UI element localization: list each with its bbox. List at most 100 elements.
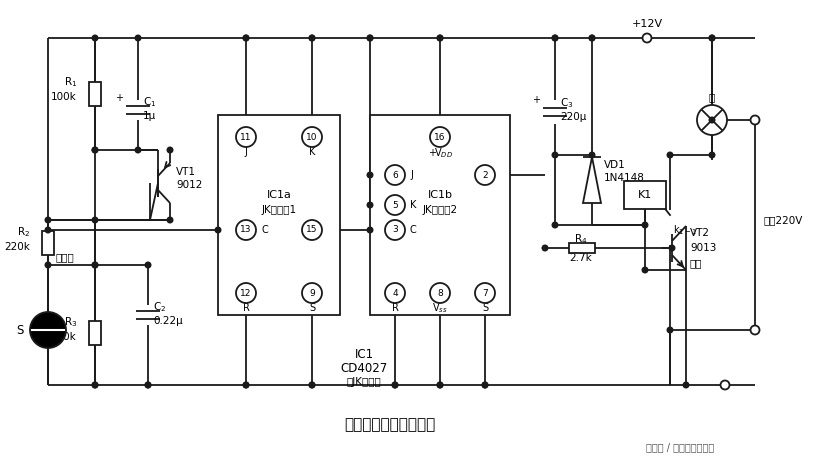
Text: 2: 2: [482, 170, 488, 180]
Circle shape: [215, 227, 221, 233]
Circle shape: [437, 382, 443, 388]
Text: IC1a: IC1a: [266, 190, 291, 200]
Circle shape: [385, 195, 405, 215]
Circle shape: [92, 147, 98, 153]
Circle shape: [92, 262, 98, 268]
Text: 1N4148: 1N4148: [604, 173, 645, 183]
Text: 触摸键: 触摸键: [56, 252, 75, 262]
Circle shape: [589, 152, 595, 158]
Circle shape: [385, 165, 405, 185]
Circle shape: [367, 35, 373, 41]
Polygon shape: [583, 157, 601, 203]
Circle shape: [552, 152, 558, 158]
Circle shape: [302, 220, 322, 240]
Circle shape: [697, 105, 727, 135]
Text: R$_1$: R$_1$: [63, 75, 77, 89]
Bar: [218, 115, 340, 315]
Circle shape: [302, 283, 322, 303]
Circle shape: [709, 152, 715, 158]
Text: K1: K1: [638, 190, 652, 200]
Circle shape: [552, 35, 558, 41]
Circle shape: [92, 382, 98, 388]
Text: 1μ: 1μ: [143, 111, 156, 121]
Text: 13: 13: [240, 225, 252, 234]
Circle shape: [642, 33, 651, 43]
Circle shape: [145, 262, 151, 268]
Text: R: R: [392, 303, 398, 313]
Circle shape: [135, 35, 141, 41]
Circle shape: [309, 382, 315, 388]
Circle shape: [552, 222, 558, 228]
Circle shape: [236, 283, 256, 303]
Circle shape: [683, 382, 689, 388]
Text: K: K: [410, 200, 417, 210]
Text: +: +: [115, 93, 123, 103]
Circle shape: [367, 227, 373, 233]
Circle shape: [167, 147, 173, 153]
Circle shape: [437, 35, 443, 41]
Text: VT2: VT2: [690, 228, 710, 238]
Circle shape: [709, 117, 715, 123]
Text: k$_{1-1}$: k$_{1-1}$: [673, 223, 697, 237]
Text: S: S: [309, 303, 315, 313]
Text: 灯: 灯: [709, 92, 716, 102]
Circle shape: [589, 35, 595, 41]
Circle shape: [367, 202, 373, 208]
Bar: [370, 115, 510, 315]
Bar: [89, 82, 101, 106]
Text: 6: 6: [392, 170, 398, 180]
Circle shape: [367, 35, 373, 41]
Text: 15: 15: [306, 225, 317, 234]
Circle shape: [385, 283, 405, 303]
Circle shape: [669, 245, 675, 251]
Bar: [568, 243, 594, 253]
Bar: [89, 320, 101, 344]
Circle shape: [92, 262, 98, 268]
Text: S: S: [16, 324, 24, 337]
Circle shape: [243, 382, 249, 388]
Text: 16: 16: [434, 132, 446, 142]
Circle shape: [552, 35, 558, 41]
Circle shape: [92, 382, 98, 388]
Text: VT1: VT1: [176, 167, 196, 177]
Text: C: C: [410, 225, 417, 235]
Text: R: R: [243, 303, 249, 313]
Text: 12: 12: [240, 288, 252, 298]
Text: 100k: 100k: [51, 332, 77, 342]
Bar: [42, 231, 54, 255]
Circle shape: [46, 227, 50, 233]
Text: 10: 10: [306, 132, 317, 142]
Circle shape: [589, 35, 595, 41]
Text: 2.7k: 2.7k: [570, 253, 593, 263]
Circle shape: [667, 152, 673, 158]
Circle shape: [475, 283, 495, 303]
Circle shape: [437, 35, 443, 41]
Text: JK触发器1: JK触发器1: [261, 205, 296, 215]
Text: JK触发器2: JK触发器2: [422, 205, 457, 215]
Circle shape: [385, 220, 405, 240]
Circle shape: [92, 147, 98, 153]
Circle shape: [437, 382, 443, 388]
Circle shape: [542, 245, 548, 251]
Circle shape: [309, 382, 315, 388]
Circle shape: [309, 35, 315, 41]
Circle shape: [243, 382, 249, 388]
Text: +: +: [428, 148, 436, 158]
Text: IC1: IC1: [354, 349, 374, 362]
Text: 3: 3: [392, 225, 398, 234]
Circle shape: [92, 35, 98, 41]
Circle shape: [135, 147, 141, 153]
Circle shape: [302, 127, 322, 147]
Circle shape: [482, 382, 488, 388]
Text: IC1b: IC1b: [427, 190, 453, 200]
Circle shape: [145, 382, 151, 388]
Text: J: J: [410, 170, 413, 180]
Text: V$_{DD}$: V$_{DD}$: [434, 146, 453, 160]
Text: 9012: 9012: [176, 180, 203, 190]
Text: 4: 4: [392, 288, 398, 298]
Circle shape: [720, 381, 729, 389]
Circle shape: [430, 127, 450, 147]
Circle shape: [243, 35, 249, 41]
Circle shape: [236, 127, 256, 147]
Circle shape: [243, 35, 249, 41]
